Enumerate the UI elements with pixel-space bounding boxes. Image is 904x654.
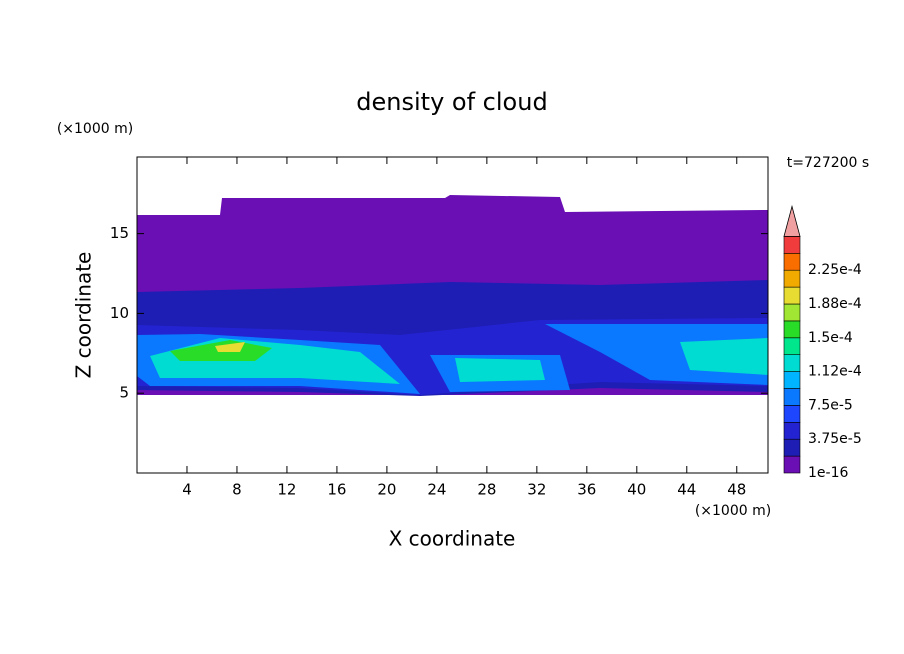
x-tick-label: 44 (677, 481, 696, 499)
colorbar-tick-label: 1e-16 (808, 465, 848, 481)
x-tick-label: 16 (327, 481, 346, 499)
colorbar-tick-label: 7.5e-5 (808, 397, 853, 413)
contour-region (455, 358, 545, 382)
x-tick-label: 12 (277, 481, 296, 499)
y-unit: (×1000 m) (57, 121, 133, 137)
colorbar-bin (783, 320, 801, 339)
y-tick-label: 5 (119, 384, 129, 402)
x-tick-label: 32 (527, 481, 546, 499)
x-tick-label: 8 (232, 481, 242, 499)
colorbar-bin (783, 438, 801, 457)
colorbar-bin (783, 269, 801, 288)
chart-title: density of cloud (356, 88, 547, 116)
colorbar-bin (783, 421, 801, 440)
contour-region (215, 342, 245, 352)
time-annotation: t=727200 s (787, 155, 869, 171)
colorbar-tick-label: 3.75e-5 (808, 431, 862, 447)
colorbar-tick-label: 1.12e-4 (808, 364, 862, 380)
colorbar-tick-label: 2.25e-4 (808, 262, 862, 278)
x-tick-label: 4 (182, 481, 192, 499)
x-tick-label: 40 (627, 481, 646, 499)
x-tick-label: 48 (727, 481, 746, 499)
y-tick-label: 10 (110, 304, 129, 322)
x-tick-label: 24 (427, 481, 446, 499)
x-tick-label: 20 (377, 481, 396, 499)
x-unit: (×1000 m) (695, 503, 771, 519)
colorbar-extend (783, 204, 801, 237)
x-axis-label: X coordinate (389, 527, 516, 551)
colorbar-bin (783, 388, 801, 406)
colorbar-bin (783, 371, 801, 389)
plot-frame (136, 156, 769, 474)
colorbar-bin (783, 455, 801, 474)
colorbar-bin (783, 286, 801, 305)
colorbar-bin (783, 405, 801, 423)
x-tick-label: 36 (577, 481, 596, 499)
colorbar-bin (783, 354, 801, 372)
colorbar-bin (783, 253, 801, 271)
y-tick-label: 15 (110, 224, 129, 242)
colorbar-tick-label: 1.88e-4 (808, 296, 862, 312)
y-axis-label: Z coordinate (72, 252, 96, 379)
colorbar-bin (783, 303, 801, 322)
colorbar-bin (783, 236, 801, 254)
colorbar-tick-label: 1.5e-4 (808, 330, 853, 346)
contour-region (680, 338, 768, 375)
x-tick-label: 28 (477, 481, 496, 499)
colorbar-bin (783, 337, 801, 355)
